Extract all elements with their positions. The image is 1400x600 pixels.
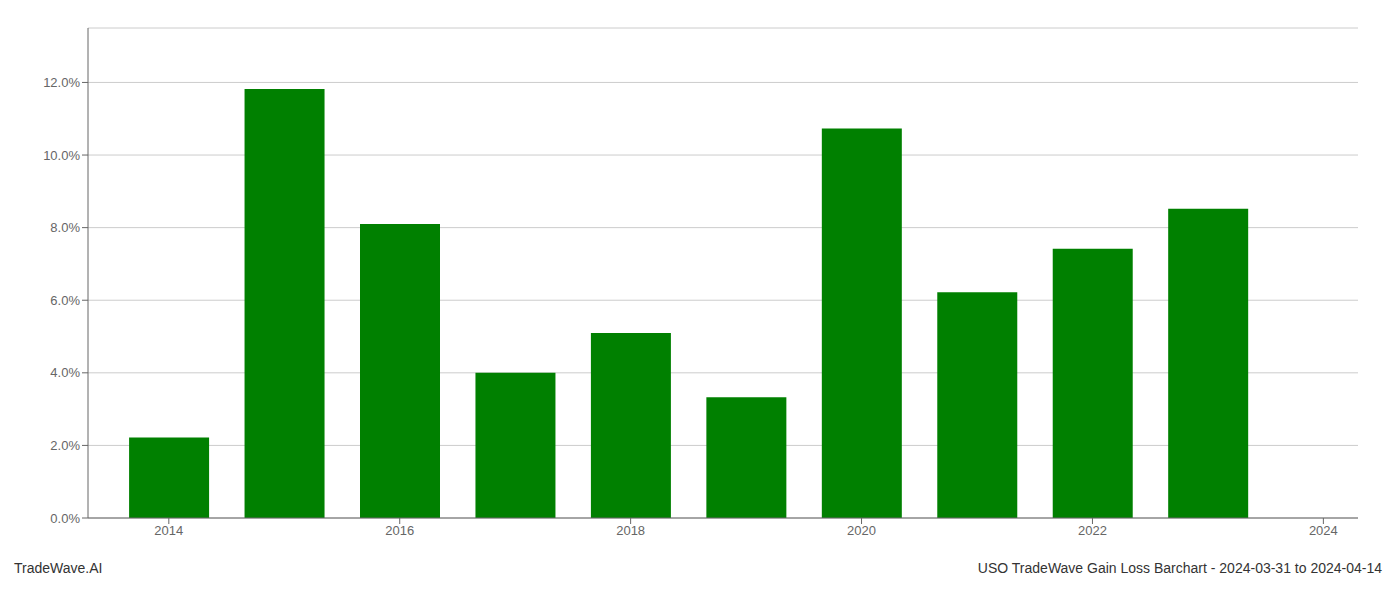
svg-text:2022: 2022 bbox=[1078, 523, 1107, 538]
svg-text:0.0%: 0.0% bbox=[50, 511, 80, 526]
svg-text:2016: 2016 bbox=[385, 523, 414, 538]
svg-text:6.0%: 6.0% bbox=[50, 293, 80, 308]
svg-text:10.0%: 10.0% bbox=[43, 148, 80, 163]
svg-text:2014: 2014 bbox=[154, 523, 183, 538]
svg-text:2018: 2018 bbox=[616, 523, 645, 538]
svg-text:2020: 2020 bbox=[847, 523, 876, 538]
svg-text:4.0%: 4.0% bbox=[50, 365, 80, 380]
svg-text:12.0%: 12.0% bbox=[43, 75, 80, 90]
svg-text:2.0%: 2.0% bbox=[50, 438, 80, 453]
html-text:USO TradeWave Gain Loss Barcha: USO TradeWave Gain Loss Barchart - 2024-… bbox=[977, 560, 1382, 576]
svg-text:8.0%: 8.0% bbox=[50, 220, 80, 235]
html-text:TradeWave.AI: TradeWave.AI bbox=[14, 560, 103, 576]
svg-text:2024: 2024 bbox=[1309, 523, 1338, 538]
